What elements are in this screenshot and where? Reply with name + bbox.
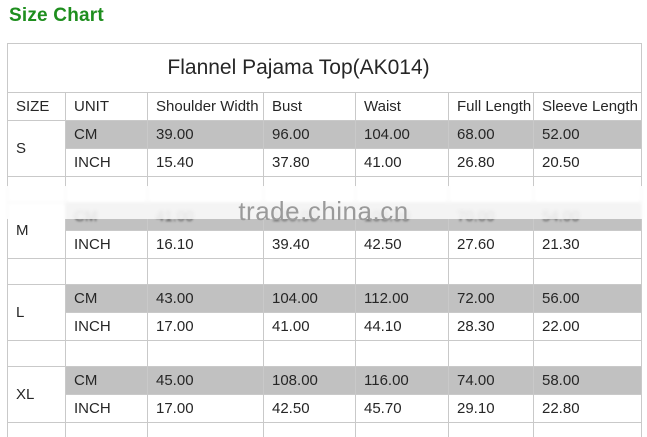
value-cell: 104.00 xyxy=(355,120,449,149)
unit-cell: CM xyxy=(65,202,148,231)
unit-cell: INCH xyxy=(65,148,148,177)
value-cell: 42.50 xyxy=(263,394,356,423)
value-cell: 68.00 xyxy=(448,120,534,149)
value-cell: 21.30 xyxy=(532,230,643,259)
value-cell: 54.00 xyxy=(532,202,643,231)
value-cell: 39.40 xyxy=(263,230,356,259)
obscured-text: 54.00 xyxy=(542,208,580,225)
row-l-inch: INCH 17.00 41.00 44.10 28.30 22.00 xyxy=(8,312,643,341)
value-cell: 112.00 xyxy=(355,284,449,313)
row-m-inch: INCH 16.10 39.40 42.50 27.60 21.30 xyxy=(8,230,643,259)
table-title: Flannel Pajama Top(AK014) xyxy=(6,43,643,93)
value-cell: 15.40 xyxy=(147,148,264,177)
obscured-text: 70.00 xyxy=(457,208,495,225)
unit-cell: INCH xyxy=(65,394,148,423)
value-cell: 26.80 xyxy=(448,148,534,177)
table-header-row: SIZE UNIT Shoulder Width Bust Waist Full… xyxy=(7,92,643,121)
unit-cell: INCH xyxy=(65,312,148,341)
row-l-cm: L CM 43.00 104.00 112.00 72.00 56.00 xyxy=(7,284,643,341)
obscured-text: 41.00 xyxy=(156,208,194,225)
row-xl-inch: INCH 17.00 42.50 45.70 29.10 22.80 xyxy=(8,394,643,423)
value-cell: 42.50 xyxy=(355,230,449,259)
value-cell: 108.00 xyxy=(263,366,356,395)
value-cell: 104.00 xyxy=(263,284,356,313)
value-cell: 28.30 xyxy=(448,312,534,341)
header-shoulder-width: Shoulder Width xyxy=(147,92,264,121)
row-m-cm: M CM 41.00 100.00 108.00 70.00 54.00 xyxy=(7,202,643,259)
header-unit: UNIT xyxy=(65,92,148,121)
value-cell: 20.50 xyxy=(532,148,643,177)
header-waist: Waist xyxy=(355,92,449,121)
header-bust: Bust xyxy=(263,92,356,121)
value-cell: 16.10 xyxy=(147,230,264,259)
value-cell: 39.00 xyxy=(147,120,264,149)
value-cell: 22.80 xyxy=(532,394,643,423)
header-full-length: Full Length xyxy=(448,92,534,121)
value-cell: 37.80 xyxy=(263,148,356,177)
size-label-l: L xyxy=(7,284,66,341)
spacer-row xyxy=(7,258,643,285)
unit-cell: CM xyxy=(65,120,148,149)
row-s-cm: S CM 39.00 96.00 104.00 68.00 52.00 xyxy=(7,120,643,177)
size-label-xl: XL xyxy=(7,366,66,423)
value-cell: 56.00 xyxy=(532,284,643,313)
value-cell: 74.00 xyxy=(448,366,534,395)
value-cell: 27.60 xyxy=(448,230,534,259)
value-cell: 41.00 xyxy=(263,312,356,341)
value-cell: 58.00 xyxy=(532,366,643,395)
value-cell: 100.00 xyxy=(263,202,356,231)
unit-cell: CM xyxy=(65,366,148,395)
row-s-inch: INCH 15.40 37.80 41.00 26.80 20.50 xyxy=(8,148,643,177)
value-cell: 45.00 xyxy=(147,366,264,395)
value-cell: 70.00 xyxy=(448,202,534,231)
unit-cell: CM xyxy=(65,284,148,313)
header-sleeve-length: Sleeve Length xyxy=(532,92,643,121)
value-cell: 41.00 xyxy=(355,148,449,177)
value-cell: 96.00 xyxy=(263,120,356,149)
obscured-text: 100.00 xyxy=(272,208,318,225)
value-cell: 72.00 xyxy=(448,284,534,313)
value-cell: 108.00 xyxy=(355,202,449,231)
row-xl-cm: XL CM 45.00 108.00 116.00 74.00 58.00 xyxy=(7,366,643,423)
obscured-text: 108.00 xyxy=(364,208,410,225)
value-cell: 45.70 xyxy=(355,394,449,423)
value-cell: 17.00 xyxy=(147,312,264,341)
value-cell: 22.00 xyxy=(532,312,643,341)
value-cell: 29.10 xyxy=(448,394,534,423)
value-cell: 17.00 xyxy=(147,394,264,423)
value-cell: 41.00 xyxy=(147,202,264,231)
spacer-row xyxy=(7,340,643,367)
spacer-row xyxy=(7,422,643,437)
header-size: SIZE xyxy=(7,92,66,121)
size-label-s: S xyxy=(7,120,66,177)
size-label-m: M xyxy=(7,202,66,259)
value-cell: 44.10 xyxy=(355,312,449,341)
unit-cell: INCH xyxy=(65,230,148,259)
spacer-row xyxy=(7,176,643,203)
page-title: Size Chart xyxy=(9,5,104,26)
value-cell: 116.00 xyxy=(355,366,449,395)
obscured-text: CM xyxy=(74,208,98,225)
value-cell: 52.00 xyxy=(532,120,643,149)
table-title-row: Flannel Pajama Top(AK014) xyxy=(6,43,643,93)
size-chart-table: Flannel Pajama Top(AK014) SIZE UNIT Shou… xyxy=(6,43,643,437)
value-cell: 43.00 xyxy=(147,284,264,313)
